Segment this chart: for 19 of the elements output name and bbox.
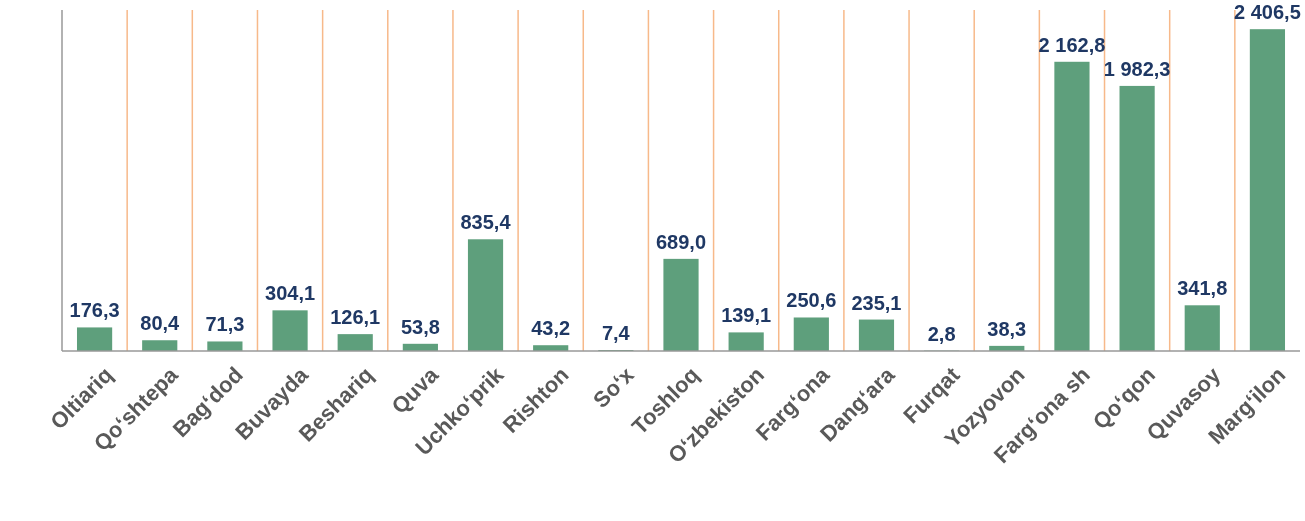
data-label: 38,3 xyxy=(987,317,1027,340)
data-label: 126,1 xyxy=(330,306,381,329)
data-label: 235,1 xyxy=(851,291,902,314)
data-label: 689,0 xyxy=(655,230,707,253)
data-label: 2,8 xyxy=(927,322,956,345)
data-label: 139,1 xyxy=(721,304,772,327)
data-label: 304,1 xyxy=(265,282,316,305)
data-label: 1 982,3 xyxy=(1103,57,1171,80)
data-label: 341,8 xyxy=(1177,277,1228,300)
data-label: 80,4 xyxy=(140,312,181,335)
data-label: 250,6 xyxy=(786,289,837,312)
data-label: 2 162,8 xyxy=(1038,33,1106,56)
data-label: 7,4 xyxy=(601,322,631,345)
data-label: 2 406,5 xyxy=(1234,1,1301,24)
data-label: 71,3 xyxy=(205,313,245,336)
data-label: 53,8 xyxy=(400,315,440,338)
data-label: 176,3 xyxy=(69,299,120,322)
data-label: 43,2 xyxy=(531,317,571,340)
data-label: 835,4 xyxy=(460,211,512,234)
